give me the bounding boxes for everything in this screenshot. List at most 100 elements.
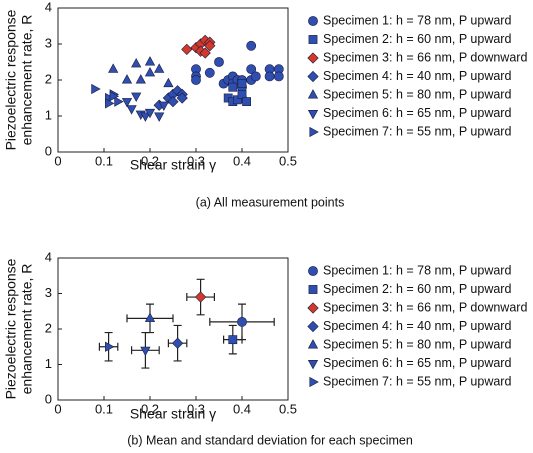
legend-label: Specimen 4: h = 40 nm, P upward xyxy=(323,319,511,333)
x-tick-label: 0 xyxy=(54,401,61,416)
y-tick-label: 3 xyxy=(45,35,52,50)
x-tick-label: 0.4 xyxy=(233,401,251,416)
legend-label: Specimen 1: h = 78 nm, P upward xyxy=(323,13,511,27)
data-point xyxy=(131,57,142,68)
legend-marker xyxy=(308,266,318,276)
y-axis-label: enhancement rate, R xyxy=(19,15,35,146)
data-point xyxy=(273,71,284,82)
y-axis-label: Piezoelectric response xyxy=(3,9,19,150)
legend-label: Specimen 2: h = 60 nm, P upward xyxy=(323,32,511,46)
data-point xyxy=(228,335,238,345)
data-point xyxy=(121,98,133,108)
caption: (a) All measurement points xyxy=(196,195,345,209)
legend-label: Specimen 5: h = 80 nm, P upward xyxy=(323,337,511,351)
x-tick-label: 0.3 xyxy=(187,401,205,416)
data-point xyxy=(199,47,211,59)
y-tick-label: 0 xyxy=(45,391,52,406)
data-point xyxy=(114,96,124,107)
data-point xyxy=(163,77,174,88)
data-point xyxy=(233,95,242,105)
plot-frame xyxy=(57,257,289,401)
data-point xyxy=(144,108,156,119)
x-tick-label: 0.5 xyxy=(279,153,297,168)
data-point xyxy=(194,291,207,303)
legend-label: Specimen 6: h = 65 nm, P upward xyxy=(323,106,511,120)
data-point xyxy=(204,40,216,52)
data-point xyxy=(237,90,247,99)
x-tick-label: 0.4 xyxy=(233,153,251,168)
y-tick-label: 3 xyxy=(45,285,52,300)
x-axis-label: Shear strain γ xyxy=(130,157,216,173)
data-point xyxy=(91,83,101,95)
data-point xyxy=(144,312,156,322)
data-point xyxy=(140,112,151,122)
data-point xyxy=(109,91,120,102)
y-axis-label: Piezoelectric response xyxy=(3,258,19,399)
legend-label: Specimen 3: h = 66 nm, P downward xyxy=(323,50,527,64)
data-point xyxy=(191,75,201,85)
data-point xyxy=(105,341,115,352)
y-tick-label: 0 xyxy=(45,143,52,158)
data-point xyxy=(144,56,156,66)
data-point xyxy=(242,97,251,106)
x-tick-label: 0.1 xyxy=(95,401,113,416)
legend-label: Specimen 2: h = 60 nm, P upward xyxy=(323,282,511,296)
x-tick-label: 0.3 xyxy=(187,153,205,168)
y-tick-label: 4 xyxy=(45,249,52,264)
data-point xyxy=(181,43,193,56)
x-axis-label: Shear strain γ xyxy=(130,406,216,422)
data-point xyxy=(158,101,169,112)
data-point xyxy=(264,71,275,82)
x-tick-label: 0 xyxy=(54,153,61,168)
data-point xyxy=(204,67,215,78)
data-point xyxy=(214,57,224,67)
legend-label: Specimen 7: h = 55 nm, P upward xyxy=(323,374,511,388)
legend-label: Specimen 4: h = 40 nm, P upward xyxy=(323,69,511,83)
legend-marker xyxy=(307,109,319,120)
legend-marker xyxy=(307,302,319,314)
legend-label: Specimen 1: h = 78 nm, P upward xyxy=(323,263,511,277)
data-point xyxy=(246,40,257,51)
data-point xyxy=(135,74,146,84)
data-point xyxy=(126,105,137,115)
x-tick-label: 0.1 xyxy=(95,153,113,168)
y-tick-label: 2 xyxy=(45,71,52,86)
legend-label: Specimen 6: h = 65 nm, P upward xyxy=(323,356,511,370)
legend-marker xyxy=(309,376,319,388)
data-point xyxy=(121,74,133,84)
data-point xyxy=(228,82,238,92)
legend-label: Specimen 5: h = 80 nm, P upward xyxy=(323,87,511,101)
data-point xyxy=(250,71,261,82)
x-tick-label: 0.5 xyxy=(279,401,297,416)
data-point xyxy=(237,316,247,327)
data-point xyxy=(176,92,188,104)
x-tick-label: 0.2 xyxy=(141,401,159,416)
y-axis-label: enhancement rate, R xyxy=(19,264,35,395)
data-point xyxy=(105,98,115,109)
legend-marker xyxy=(307,320,319,333)
legend-marker xyxy=(307,52,319,64)
legend-label: Specimen 3: h = 66 nm, P downward xyxy=(323,300,527,314)
data-point xyxy=(108,63,119,73)
x-tick-label: 0.2 xyxy=(141,153,159,168)
data-point xyxy=(246,64,257,75)
data-point xyxy=(154,63,165,73)
data-point xyxy=(167,95,179,108)
data-point xyxy=(131,92,142,103)
data-point xyxy=(154,112,165,122)
legend-marker xyxy=(307,359,319,370)
legend-marker xyxy=(307,70,319,83)
data-point xyxy=(171,337,184,349)
y-tick-label: 1 xyxy=(45,356,52,371)
legend-marker xyxy=(307,339,319,349)
legend-label: Specimen 7: h = 55 nm, P upward xyxy=(323,124,511,138)
legend-marker xyxy=(308,285,318,294)
legend-marker xyxy=(308,16,318,26)
y-tick-label: 2 xyxy=(45,320,52,335)
y-tick-label: 1 xyxy=(45,107,52,122)
y-tick-label: 4 xyxy=(45,0,52,14)
legend-marker xyxy=(307,89,319,99)
caption: (b) Mean and standard deviation for each… xyxy=(127,433,413,447)
legend-marker xyxy=(309,126,319,138)
